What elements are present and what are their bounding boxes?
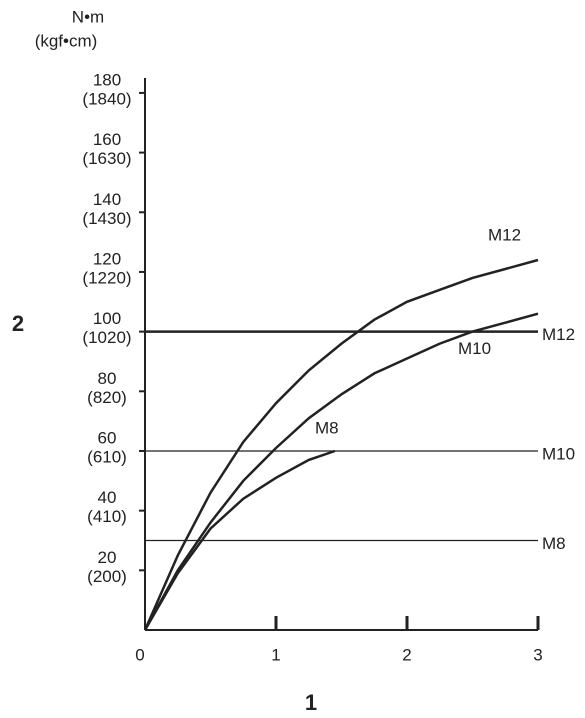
y-tick-label: 20: [98, 548, 117, 567]
curve: [143, 258, 539, 631]
y-tick-sublabel: (1840): [82, 89, 131, 108]
y-tick-sublabel: (200): [87, 567, 127, 586]
x-tick-label: 3: [533, 645, 542, 664]
y-tick-sublabel: (1430): [82, 209, 131, 228]
y-unit-label: N•m: [72, 7, 104, 26]
series-label: M10: [458, 339, 491, 358]
curve: [143, 449, 336, 631]
series-label: M8: [315, 418, 339, 437]
y-tick-sublabel: (1630): [82, 149, 131, 168]
x-tick-label: 1: [271, 645, 280, 664]
y-tick-label: 40: [98, 488, 117, 507]
x-axis-label: 1: [305, 690, 317, 715]
series-label: M12: [488, 225, 521, 244]
y-tick-sublabel: (1020): [82, 328, 131, 347]
reference-line-label: M8: [542, 534, 566, 553]
y-tick-sublabel: (1220): [82, 268, 131, 287]
y-tick-sublabel: (610): [87, 447, 127, 466]
y-tick-label: 120: [93, 249, 121, 268]
y-unit-sublabel: (kgf•cm): [35, 31, 98, 50]
curve: [143, 312, 539, 631]
x-tick-label: 2: [402, 645, 411, 664]
y-tick-sublabel: (820): [87, 388, 127, 407]
y-tick-label: 160: [93, 130, 121, 149]
y-tick-label: 100: [93, 309, 121, 328]
reference-line-label: M12: [542, 325, 575, 344]
y-tick-sublabel: (410): [87, 507, 127, 526]
y-axis-label: 2: [12, 311, 24, 336]
y-tick-label: 180: [93, 70, 121, 89]
y-tick-label: 140: [93, 190, 121, 209]
x-tick-label: 0: [135, 645, 144, 664]
reference-line-label: M10: [542, 444, 575, 463]
y-tick-label: 80: [98, 369, 117, 388]
y-tick-label: 60: [98, 428, 117, 447]
